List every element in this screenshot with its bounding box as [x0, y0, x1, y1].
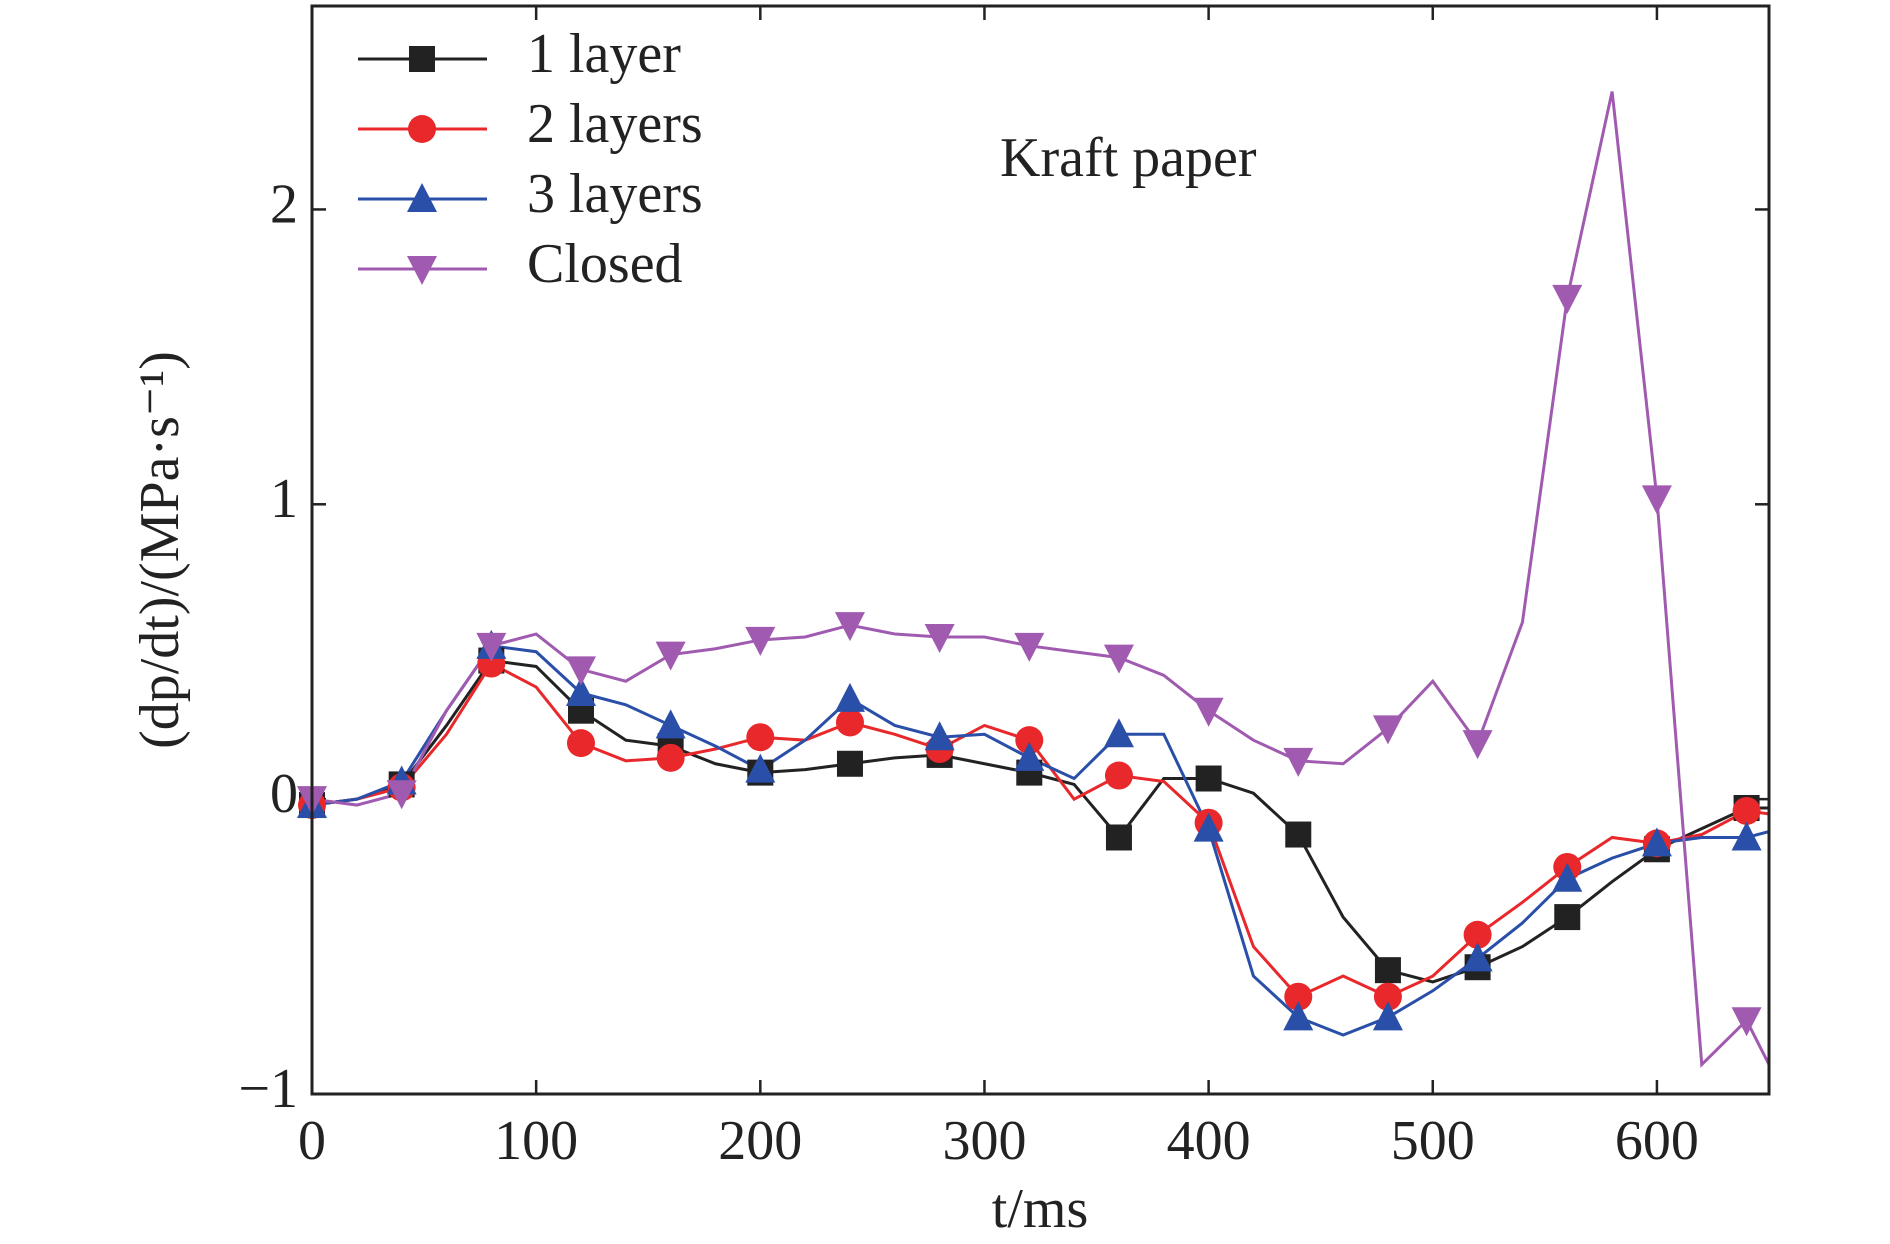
x-tick-label: 0 — [298, 1110, 326, 1172]
x-tick-label: 100 — [494, 1110, 578, 1172]
y-tick-label: 0 — [270, 763, 298, 825]
legend-label: 1 layer — [527, 23, 681, 85]
marker — [1641, 485, 1672, 515]
marker — [924, 721, 955, 751]
series-line — [312, 91, 1769, 1068]
marker — [1103, 718, 1134, 748]
marker — [1285, 821, 1312, 848]
legend-label: Closed — [527, 233, 683, 295]
marker — [1732, 796, 1761, 825]
marker — [1014, 632, 1045, 662]
marker — [1284, 982, 1313, 1011]
marker — [1195, 765, 1222, 792]
marker — [834, 682, 865, 712]
marker — [1552, 284, 1583, 314]
marker — [1372, 1001, 1403, 1031]
marker — [1372, 715, 1403, 745]
marker — [1105, 824, 1132, 851]
x-tick-label: 300 — [942, 1110, 1026, 1172]
marker — [1193, 812, 1224, 842]
marker — [834, 612, 865, 642]
marker — [836, 750, 863, 777]
marker — [1193, 697, 1224, 727]
marker — [1014, 741, 1045, 771]
marker — [745, 626, 776, 656]
plot-frame — [310, 4, 1771, 1096]
marker — [655, 641, 686, 671]
legend-marker — [408, 115, 436, 143]
x-tick-label: 400 — [1167, 1110, 1251, 1172]
x-tick-label: 600 — [1615, 1110, 1699, 1172]
marker — [1731, 821, 1762, 851]
x-tick-label: 200 — [718, 1110, 802, 1172]
marker — [1283, 747, 1314, 777]
marker — [745, 753, 776, 783]
series-line — [312, 661, 1769, 999]
marker — [1283, 1001, 1314, 1031]
marker — [1462, 942, 1493, 972]
marker — [386, 780, 417, 810]
marker — [565, 677, 596, 707]
marker — [1104, 761, 1133, 790]
marker — [746, 723, 775, 752]
marker — [1731, 1007, 1762, 1037]
marker — [1463, 920, 1492, 949]
marker — [566, 729, 595, 758]
marker — [656, 743, 685, 772]
y-tick-label: 2 — [270, 173, 298, 235]
marker — [655, 709, 686, 739]
x-tick-label: 500 — [1391, 1110, 1475, 1172]
y-axis-label: (dp/dt)/(MPa·s⁻¹) — [129, 351, 191, 749]
annotation: Kraft paper — [1000, 127, 1257, 189]
y-tick-label: 1 — [270, 468, 298, 530]
marker — [924, 623, 955, 653]
marker — [1462, 730, 1493, 760]
legend-label: 3 layers — [527, 163, 703, 225]
legend-marker — [407, 256, 437, 285]
marker — [1641, 827, 1672, 857]
series-line — [312, 658, 1769, 984]
marker — [565, 656, 596, 686]
marker — [1374, 957, 1401, 984]
marker — [1103, 644, 1134, 674]
x-axis-label: t/ms — [992, 1178, 1088, 1240]
marker — [835, 708, 864, 737]
legend-marker — [407, 183, 437, 212]
legend-label: 2 layers — [527, 93, 703, 155]
marker — [1015, 726, 1044, 755]
marker — [1552, 862, 1583, 892]
marker — [476, 632, 507, 662]
marker — [1373, 982, 1402, 1011]
marker — [1554, 904, 1581, 931]
legend-marker — [409, 46, 435, 72]
y-tick-label: −1 — [238, 1058, 298, 1120]
series-line — [312, 644, 1769, 1037]
